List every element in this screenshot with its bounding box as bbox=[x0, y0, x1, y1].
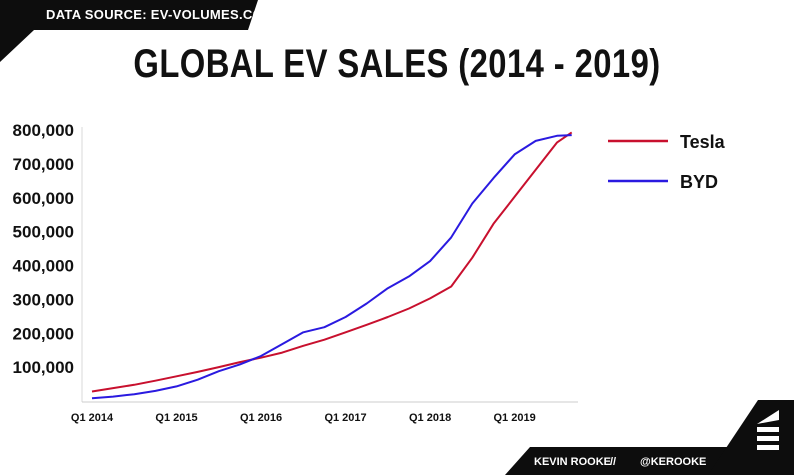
footer-separator: // bbox=[610, 456, 617, 468]
author-handle: @KEROOKE bbox=[640, 456, 707, 468]
source-banner-tail bbox=[0, 30, 34, 62]
data-source-label: DATA SOURCE: EV-VOLUMES.COM bbox=[46, 7, 275, 22]
source-banner bbox=[0, 0, 258, 30]
legend-label-tesla: Tesla bbox=[680, 132, 726, 152]
y-tick-label: 700,000 bbox=[13, 155, 74, 174]
y-tick-labels: 100,000 200,000 300,000 400,000 500,000 600,0… bbox=[13, 121, 74, 377]
x-tick-label: Q1 2018 bbox=[409, 412, 451, 424]
x-tick-labels: Q1 2014 Q1 2015 Q1 2016 Q1 2017 Q1 2018 Q1 20… bbox=[71, 412, 536, 424]
logo-icon bbox=[757, 410, 779, 450]
y-tick-label: 100,000 bbox=[13, 358, 74, 377]
y-tick-label: 300,000 bbox=[13, 290, 74, 309]
footer-banner-tall bbox=[708, 400, 794, 475]
author-name: KEVIN ROOKE bbox=[534, 456, 612, 468]
x-tick-label: Q1 2014 bbox=[71, 412, 114, 424]
legend-label-byd: BYD bbox=[680, 172, 718, 192]
chart-title: GLOBAL EV SALES (2014 - 2019) bbox=[133, 42, 661, 86]
x-tick-label: Q1 2016 bbox=[240, 412, 282, 424]
x-tick-label: Q1 2019 bbox=[494, 412, 536, 424]
y-tick-label: 200,000 bbox=[13, 324, 74, 343]
series-lines bbox=[91, 131, 573, 400]
x-tick-label: Q1 2017 bbox=[324, 412, 366, 424]
y-tick-label: 400,000 bbox=[13, 257, 74, 276]
y-tick-label: 800,000 bbox=[13, 121, 74, 140]
legend: Tesla BYD bbox=[608, 132, 726, 192]
series-line-tesla bbox=[91, 131, 573, 393]
x-tick-label: Q1 2015 bbox=[155, 412, 197, 424]
y-tick-label: 500,000 bbox=[13, 223, 74, 242]
series-line-byd bbox=[91, 134, 572, 400]
y-tick-label: 600,000 bbox=[13, 189, 74, 208]
